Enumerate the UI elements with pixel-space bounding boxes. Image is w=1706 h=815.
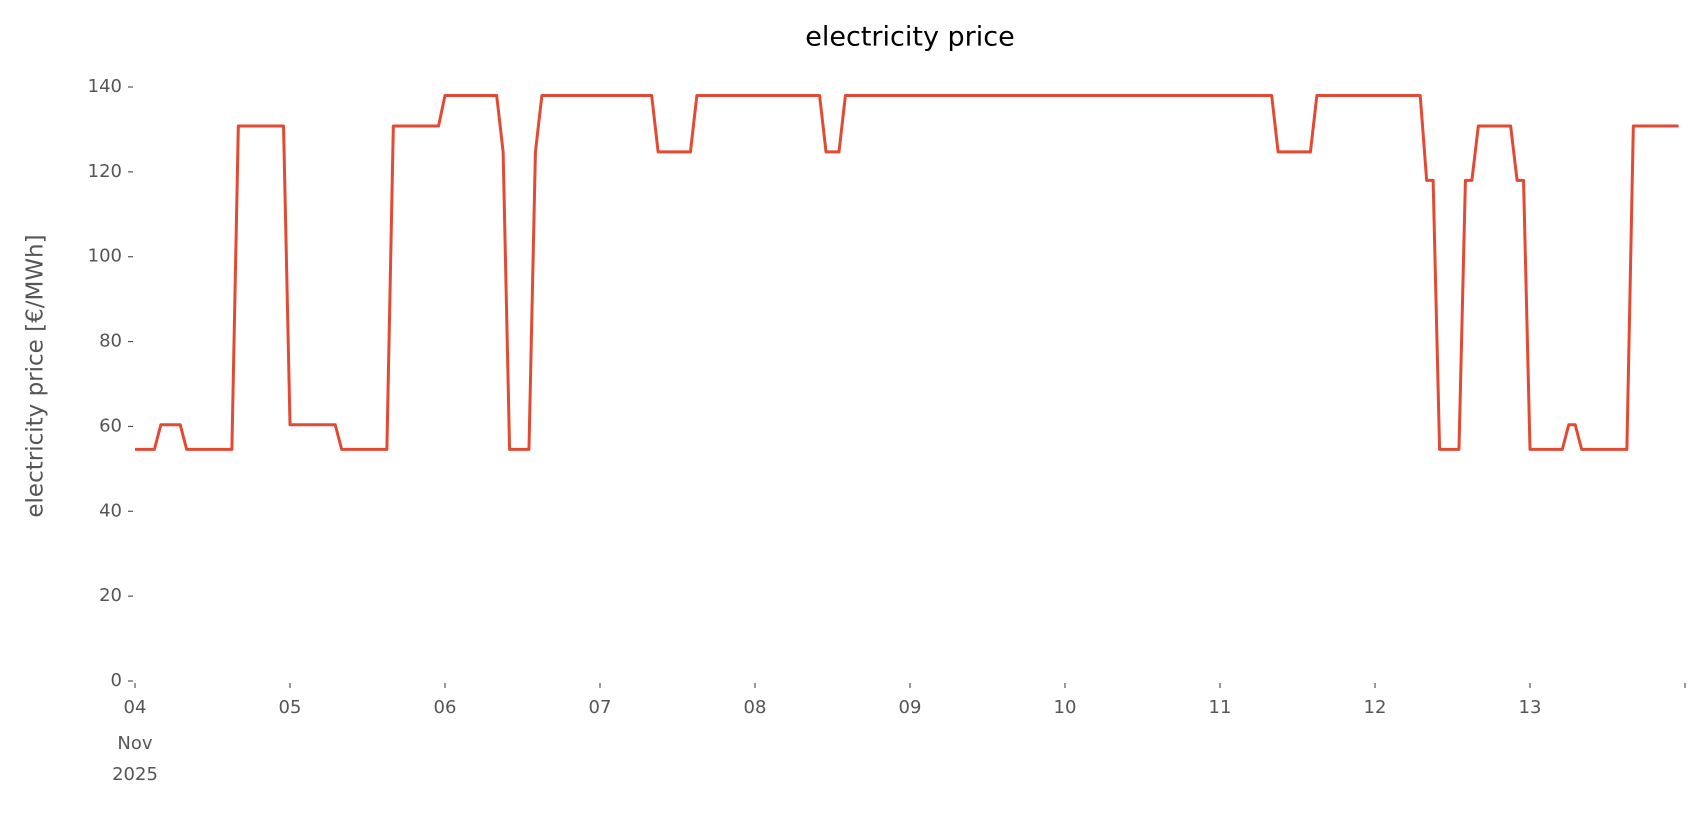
x-tick-label: 05 [279,697,302,718]
y-tick-label: 140 [88,76,122,97]
x-tick-label: 07 [589,697,612,718]
x-tick-label: 11 [1209,697,1232,718]
y-tick-label: 20 [99,585,122,606]
x-tick-label: 04 [124,697,147,718]
y-tick-label: 100 [88,246,122,267]
y-tick-label: 120 [88,161,122,182]
x-tick-context: 2025 [112,764,158,785]
x-tick-label: 12 [1364,697,1387,718]
y-tick-label: 80 [99,331,122,352]
y-axis-label: electricity price [€/MWh] [23,234,49,517]
line-series [135,93,1679,451]
y-tick-label: 40 [99,500,122,521]
y-tick-label: 60 [99,415,122,436]
chart-title: electricity price [805,22,1014,53]
x-tick-label: 08 [744,697,767,718]
x-tick-label: 10 [1054,697,1077,718]
x-tick-label: 13 [1519,697,1542,718]
y-tick-label: 0 [111,670,122,691]
x-tick-context: Nov [117,733,152,754]
x-tick-label: 06 [434,697,457,718]
x-tick-label: 09 [899,697,922,718]
